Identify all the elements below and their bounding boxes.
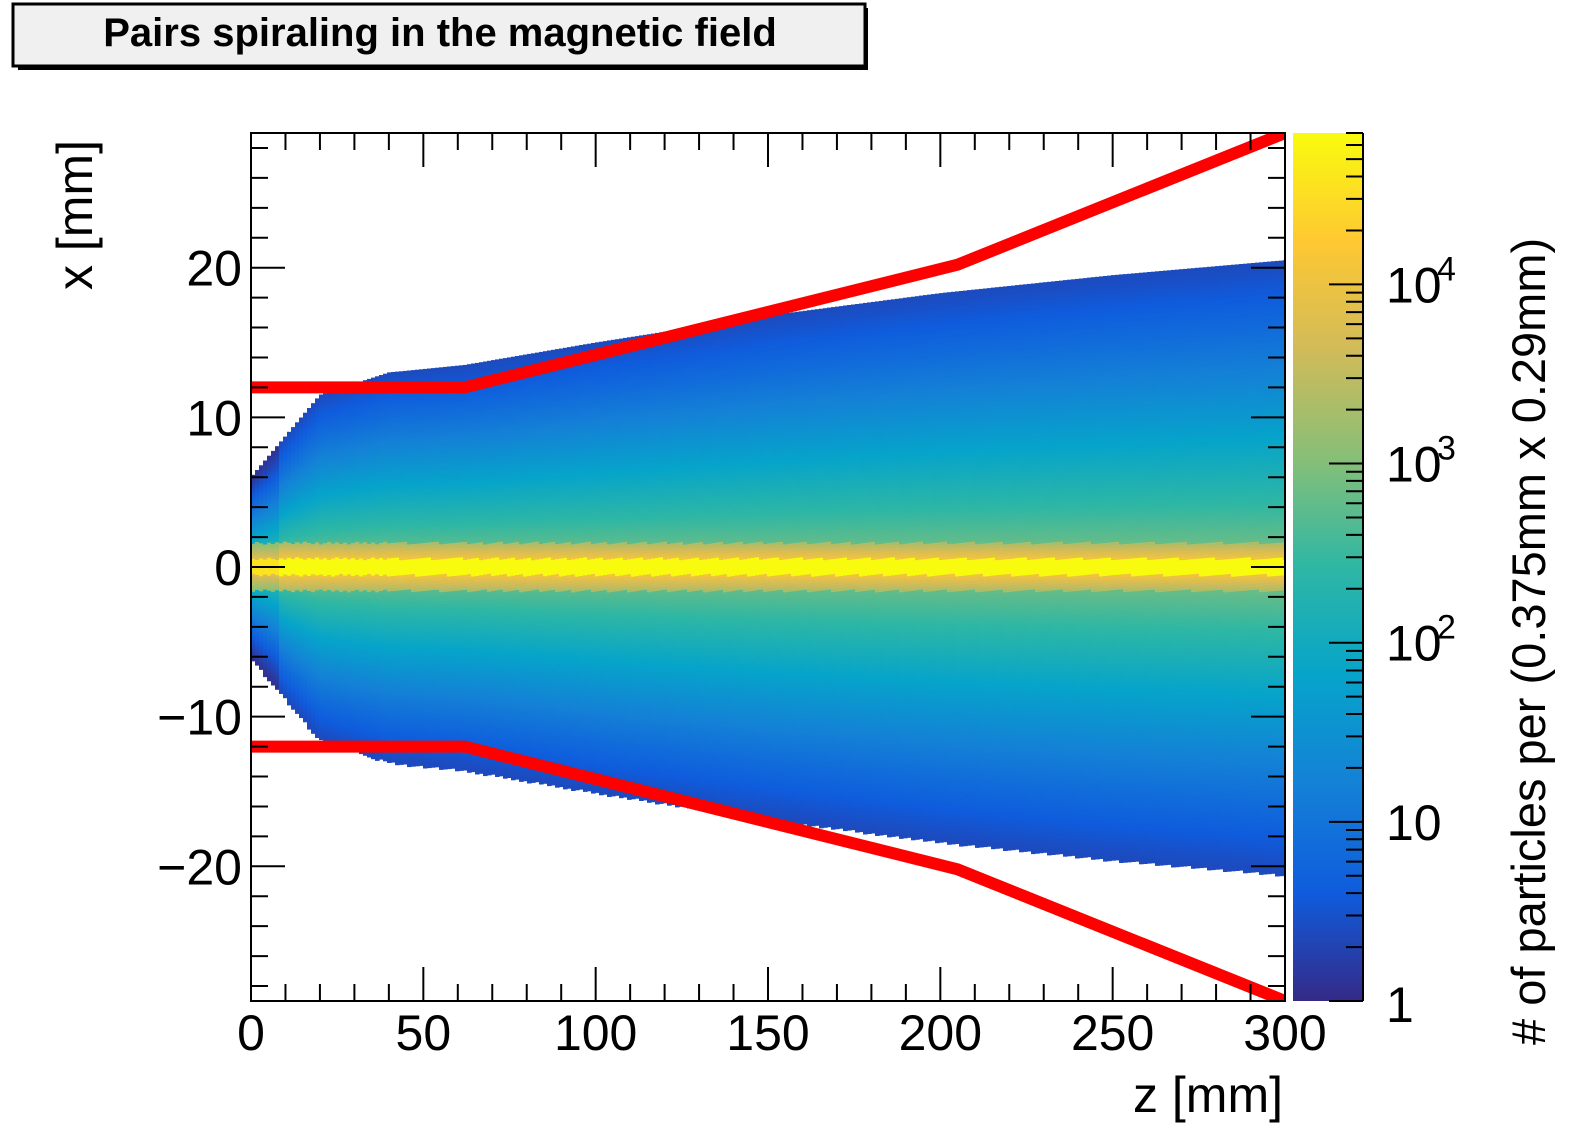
heatmap-cell: [411, 763, 416, 767]
heatmap-cell: [279, 690, 284, 694]
heatmap-cell: [387, 759, 392, 763]
heatmap-cell: [319, 737, 324, 741]
heatmap-cell: [259, 666, 264, 670]
heatmap-cell: [407, 764, 412, 768]
heatmap-cell: [379, 756, 384, 760]
heatmap-cell: [395, 762, 400, 766]
heatmap-cell: [403, 761, 408, 765]
chart-title: Pairs spiraling in the magnetic field: [103, 11, 777, 55]
heatmap-cell: [391, 759, 396, 763]
heatmap-cell: [423, 765, 428, 769]
heatmap-cell: [383, 758, 388, 762]
heatmap-cell: [415, 763, 420, 767]
heatmap-cell: [371, 756, 376, 760]
heatmap-cell: [307, 726, 312, 730]
heatmap-cell: [267, 678, 272, 682]
heatmap-cell: [363, 752, 368, 756]
title-box: Pairs spiraling in the magnetic field: [13, 4, 868, 70]
heatmap-cell: [419, 762, 424, 766]
heatmap-cell: [303, 719, 308, 723]
heatmap-cell: [283, 695, 288, 699]
heatmap-cell: [263, 674, 268, 678]
heatmap-cell: [291, 706, 296, 710]
heatmap-cell: [315, 734, 320, 738]
heatmap-cell: [295, 710, 300, 714]
heatmap-cell: [367, 754, 372, 758]
heatmap-cell: [299, 715, 304, 719]
heatmap-cell: [287, 702, 292, 706]
heatmap-cell: [255, 662, 260, 666]
heatmap-cell: [275, 686, 280, 690]
heatmap-area: [251, 260, 1288, 876]
heatmap-cell: [311, 730, 316, 734]
heatmap-cell: [271, 682, 276, 686]
heatmap-cell: [375, 757, 380, 761]
heatmap-cell: [399, 761, 404, 765]
